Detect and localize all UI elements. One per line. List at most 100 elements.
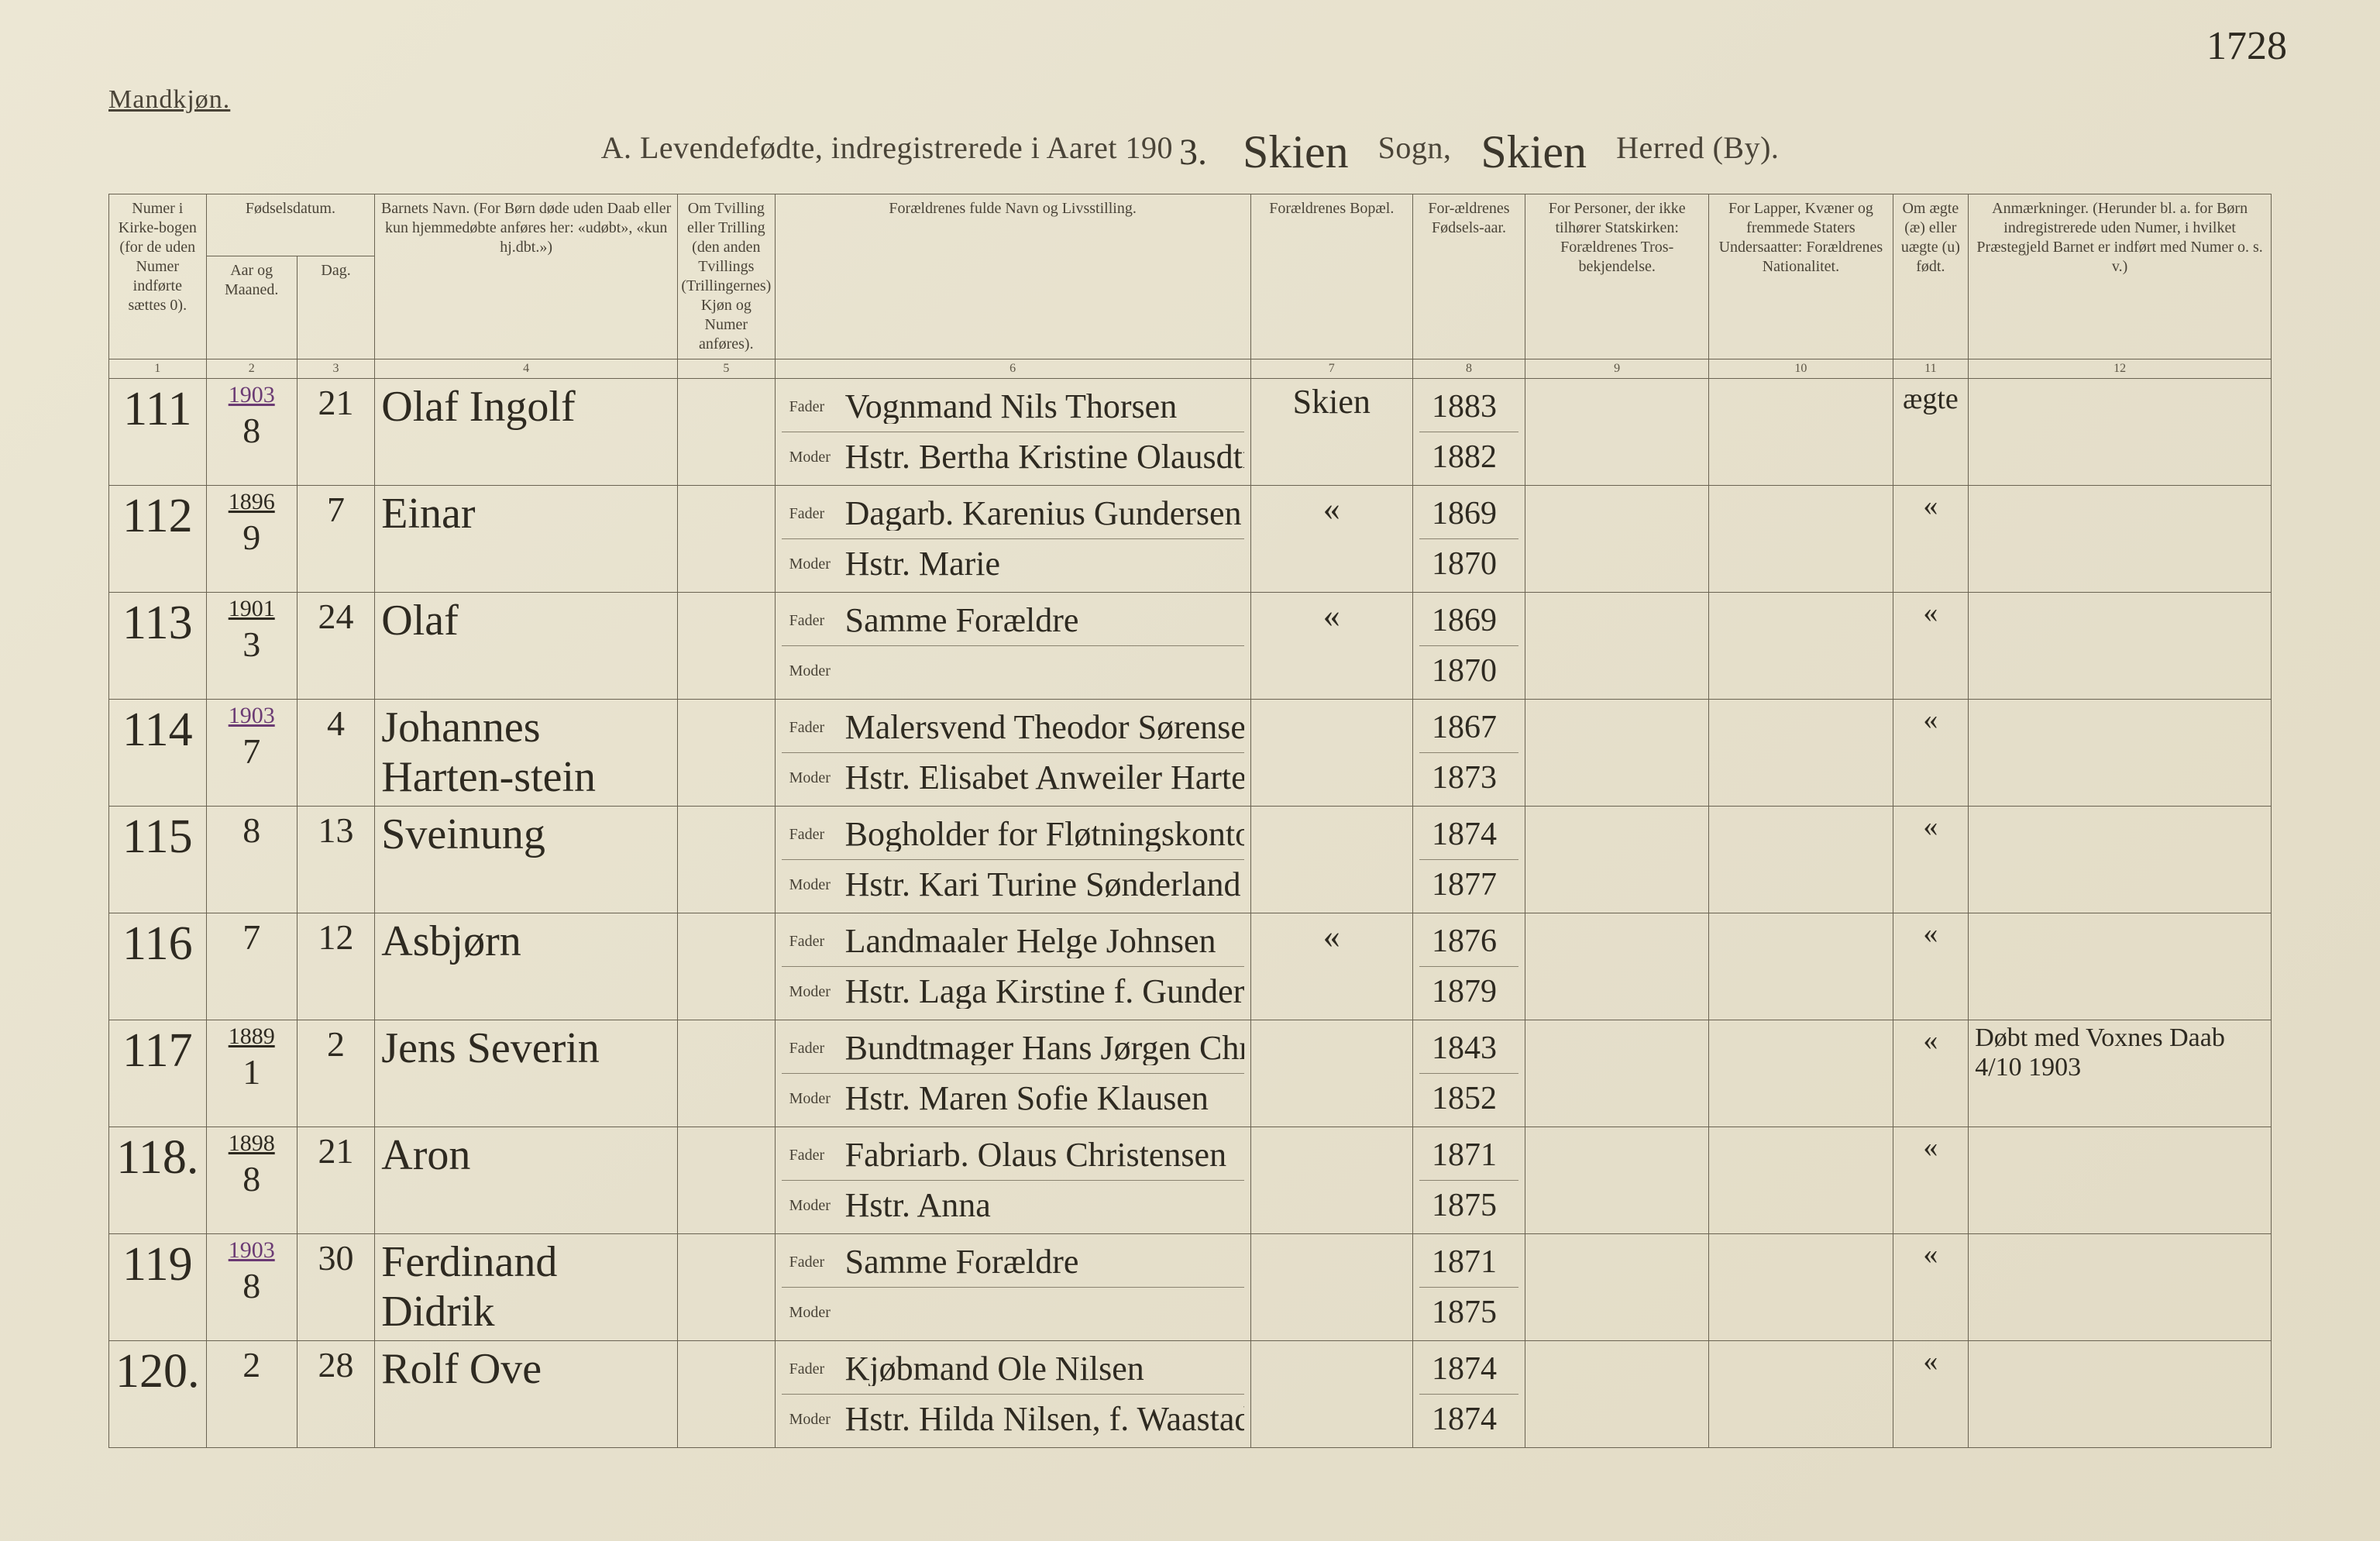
parent-years: 18671873: [1412, 700, 1525, 807]
twin-cell: [678, 1020, 776, 1127]
table-row: 118.1898821AronFaderFabriarb. Olaus Chri…: [109, 1127, 2272, 1234]
mother-label: Moder: [782, 1304, 845, 1322]
religion-cell: [1525, 486, 1709, 593]
mother-label: Moder: [782, 556, 845, 573]
year-month: 7: [206, 913, 297, 1020]
father-label: Fader: [782, 612, 845, 630]
mother-label: Moder: [782, 449, 845, 466]
entry-number: 120.: [109, 1341, 207, 1448]
father-label: Fader: [782, 1040, 845, 1058]
col-header: Dag.: [297, 256, 374, 359]
table-row: 114190374Johannes Harten-steinFaderMaler…: [109, 700, 2272, 807]
mother-year: 1875: [1419, 1288, 1518, 1337]
father-row: FaderBundtmager Hans Jørgen Christensen: [782, 1023, 1244, 1074]
father-row: FaderDagarb. Karenius Gundersen: [782, 489, 1244, 539]
entry-number: 119: [109, 1234, 207, 1341]
col-header: Forældrenes Bopæl.: [1250, 194, 1412, 359]
col-num: 9: [1525, 359, 1709, 379]
ledger-page: 1728 Mandkjøn. A. Levendefødte, indregis…: [0, 0, 2380, 1541]
father-row: FaderMalersvend Theodor Sørensen: [782, 703, 1244, 753]
gender-label: Mandkjøn.: [108, 85, 230, 115]
mother-row: Moder: [782, 1288, 1244, 1337]
child-name: Rolf Ove: [375, 1341, 678, 1448]
entry-number: 117: [109, 1020, 207, 1127]
nationality-cell: [1709, 1020, 1893, 1127]
parent-years: 18691870: [1412, 486, 1525, 593]
table-row: 1111903821Olaf IngolfFaderVognmand Nils …: [109, 379, 2272, 486]
parent-years: 18431852: [1412, 1020, 1525, 1127]
father-year: 1874: [1419, 810, 1518, 860]
nationality-cell: [1709, 1234, 1893, 1341]
nationality-cell: [1709, 700, 1893, 807]
table-row: 117188912Jens SeverinFaderBundtmager Han…: [109, 1020, 2272, 1127]
notes: [1969, 486, 2272, 593]
mother-row: ModerHstr. Laga Kirstine f. Gundersen: [782, 967, 1244, 1016]
mother-row: ModerHstr. Elisabet Anweiler Hartenstein: [782, 753, 1244, 803]
child-name: Aron: [375, 1127, 678, 1234]
father-name: Samme Forældre: [845, 604, 1079, 638]
mother-name: Hstr. Hilda Nilsen, f. Waastad: [845, 1402, 1244, 1436]
religion-cell: [1525, 1127, 1709, 1234]
parent-years: 18741874: [1412, 1341, 1525, 1448]
mother-year: 1852: [1419, 1074, 1518, 1123]
col-num: 7: [1250, 359, 1412, 379]
year-month: 19037: [206, 700, 297, 807]
religion-cell: [1525, 1020, 1709, 1127]
religion-cell: [1525, 913, 1709, 1020]
ledger-table: Numer i Kirke-bogen (for de uden Numer i…: [108, 194, 2272, 1448]
parent-years: 18761879: [1412, 913, 1525, 1020]
twin-cell: [678, 807, 776, 913]
entry-number: 115: [109, 807, 207, 913]
residence: [1250, 807, 1412, 913]
col-header: Anmærkninger. (Herunder bl. a. for Børn …: [1969, 194, 2272, 359]
col-header: Numer i Kirke-bogen (for de uden Numer i…: [109, 194, 207, 359]
father-row: FaderFabriarb. Olaus Christensen: [782, 1130, 1244, 1181]
father-label: Fader: [782, 826, 845, 844]
legitimacy: «: [1893, 1341, 1969, 1448]
mother-label: Moder: [782, 769, 845, 787]
col-num: 11: [1893, 359, 1969, 379]
legitimacy: «: [1893, 913, 1969, 1020]
father-year: 1883: [1419, 382, 1518, 432]
day: 2: [297, 1020, 374, 1127]
father-name: Dagarb. Karenius Gundersen: [845, 497, 1242, 531]
legitimacy: «: [1893, 807, 1969, 913]
table-head: Numer i Kirke-bogen (for de uden Numer i…: [109, 194, 2272, 379]
father-label: Fader: [782, 933, 845, 951]
notes: [1969, 379, 2272, 486]
mother-year: 1874: [1419, 1395, 1518, 1444]
col-num: 4: [375, 359, 678, 379]
father-name: Kjøbmand Ole Nilsen: [845, 1352, 1144, 1386]
mother-year: 1870: [1419, 646, 1518, 696]
year-month: 19013: [206, 593, 297, 700]
entry-number: 113: [109, 593, 207, 700]
nationality-cell: [1709, 486, 1893, 593]
parents: FaderMalersvend Theodor SørensenModerHst…: [775, 700, 1250, 807]
col-header: Fødselsdatum.: [206, 194, 375, 256]
parents: FaderSamme ForældreModer: [775, 593, 1250, 700]
father-year: 1874: [1419, 1344, 1518, 1395]
residence: «: [1250, 486, 1412, 593]
nationality-cell: [1709, 593, 1893, 700]
mother-label: Moder: [782, 1411, 845, 1429]
mother-name: Hstr. Kari Turine Sønderland: [845, 868, 1241, 902]
residence: «: [1250, 913, 1412, 1020]
parents: FaderVognmand Nils ThorsenModerHstr. Ber…: [775, 379, 1250, 486]
table-row: 120.228Rolf OveFaderKjøbmand Ole NilsenM…: [109, 1341, 2272, 1448]
header-herred-hand: Skien: [1459, 126, 1608, 179]
parents: FaderBogholder for Fløtningskontor Aanun…: [775, 807, 1250, 913]
header-line: A. Levendefødte, indregistrerede i Aaret…: [0, 116, 2380, 170]
twin-cell: [678, 1127, 776, 1234]
residence: «: [1250, 593, 1412, 700]
father-name: Samme Forældre: [845, 1245, 1079, 1279]
twin-cell: [678, 700, 776, 807]
parents: FaderSamme ForældreModer: [775, 1234, 1250, 1341]
twin-cell: [678, 1341, 776, 1448]
day: 13: [297, 807, 374, 913]
parent-years: 18691870: [1412, 593, 1525, 700]
day: 7: [297, 486, 374, 593]
col-num: 8: [1412, 359, 1525, 379]
year-month: 18969: [206, 486, 297, 593]
col-num: 10: [1709, 359, 1893, 379]
day: 21: [297, 1127, 374, 1234]
